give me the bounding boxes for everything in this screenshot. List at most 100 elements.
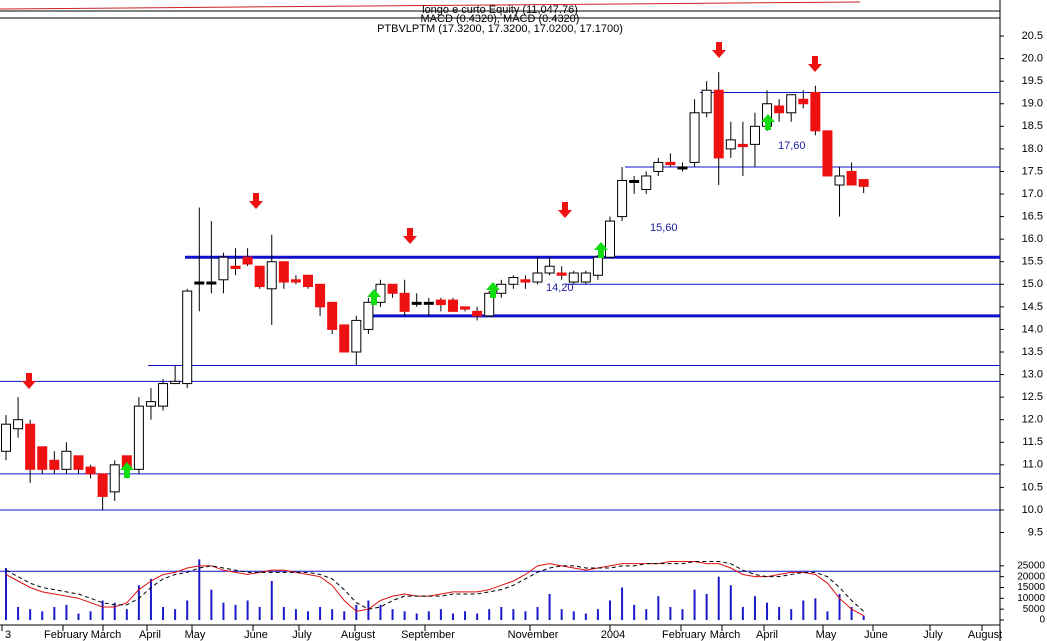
x-tick-label: April: [756, 629, 778, 641]
candle-body: [508, 277, 519, 285]
candle-body: [568, 272, 579, 283]
candle-body: [460, 306, 471, 310]
candle-body: [387, 283, 398, 294]
y-tick-label: 13.5: [1022, 346, 1043, 358]
level-label: 17,60: [778, 140, 806, 152]
candle-body: [617, 179, 628, 218]
candle-body: [532, 272, 543, 283]
candle-body: [520, 279, 531, 283]
candle-body: [194, 281, 205, 285]
x-tick-label: 2004: [601, 629, 625, 641]
candle-body: [580, 272, 591, 283]
x-tick-label: November: [508, 629, 559, 641]
y-tick-label: 20.0: [1022, 53, 1043, 65]
y-tick-label: 11.5: [1022, 436, 1043, 448]
candle-body: [49, 459, 60, 470]
candle-body: [798, 98, 809, 105]
x-tick-label: June: [244, 629, 268, 641]
candle-body: [713, 89, 724, 159]
candle-body: [605, 220, 615, 258]
candle-body: [266, 261, 277, 290]
candle-body: [182, 290, 193, 385]
candle-body: [484, 292, 495, 317]
level-label: 15,60: [650, 222, 678, 234]
buy-arrow: [761, 114, 775, 130]
indicator-line: [5, 561, 865, 612]
x-tick-label: July: [292, 629, 312, 641]
candle-body: [145, 401, 156, 407]
y-tick-label: 15.5: [1022, 256, 1043, 268]
x-tick-label: September: [401, 629, 455, 641]
candle-body: [278, 261, 289, 283]
candle-body: [218, 256, 229, 281]
candle-body: [97, 473, 108, 497]
candle-body: [230, 265, 241, 269]
sell-arrow: [558, 202, 572, 218]
signal-arrows: [22, 42, 822, 478]
candle-body: [786, 94, 797, 114]
candle-body: [846, 170, 857, 186]
sell-arrow: [249, 193, 263, 209]
candle-body: [170, 380, 181, 385]
candle-body: [641, 175, 652, 191]
candle-body: [61, 450, 72, 470]
x-tick-label: August: [968, 629, 1002, 641]
candle-body: [303, 274, 313, 288]
x-tick-label: June: [864, 629, 888, 641]
sell-arrow: [22, 373, 36, 389]
candle-body: [37, 446, 48, 470]
header-text: PTBVLPTM (17.3200, 17.3200, 17.0200, 17.…: [377, 23, 623, 35]
candle-body: [810, 91, 821, 132]
candle-body: [339, 324, 350, 353]
y-tick-label: 19.5: [1022, 75, 1043, 87]
buy-arrow: [120, 462, 134, 478]
candle-body: [423, 301, 434, 305]
candle-body: [290, 279, 301, 283]
candle-body: [351, 319, 362, 353]
candle-body: [133, 405, 144, 470]
x-tick-label: 3: [5, 629, 11, 641]
candle-body: [774, 105, 785, 114]
candle-body: [109, 464, 120, 493]
x-tick-label: March: [710, 629, 741, 641]
header-text: longo e curto Equity (11,047.76): [422, 4, 578, 16]
sell-arrow: [712, 42, 726, 58]
y-tick-label: 18.5: [1022, 120, 1043, 132]
candle-body: [629, 179, 640, 183]
level-label: 14,20: [546, 282, 574, 294]
candle-body: [363, 301, 374, 330]
sell-arrow: [808, 56, 822, 72]
y-tick-label: 14.0: [1022, 323, 1043, 335]
candle-body: [254, 265, 265, 288]
y-tick-label: 12.0: [1022, 414, 1043, 426]
candle-body: [242, 256, 253, 265]
buy-arrow: [486, 282, 500, 298]
candle-body: [1, 423, 11, 452]
candle-body: [399, 292, 410, 312]
candle-body: [834, 175, 845, 186]
candle-body: [25, 423, 36, 470]
y-tick-label: 17.5: [1022, 165, 1043, 177]
y-tick-label: 11.0: [1022, 459, 1043, 471]
volume-tick-label: 5000: [1023, 604, 1046, 615]
buy-arrow: [594, 242, 608, 258]
candle-body: [653, 161, 664, 172]
y-tick-label: 9.5: [1028, 526, 1043, 538]
volume-tick-label: 0: [1039, 615, 1045, 626]
x-tick-label: August: [341, 629, 375, 641]
candle-body: [447, 299, 458, 312]
volume-tick-label: 15000: [1017, 582, 1045, 593]
x-tick-label: May: [185, 629, 206, 641]
candle-body: [725, 139, 736, 150]
candle-body: [701, 89, 712, 114]
y-tick-label: 18.0: [1022, 143, 1043, 155]
x-tick-label: April: [139, 629, 161, 641]
candle-body: [411, 301, 422, 305]
candle-body: [858, 179, 869, 187]
y-tick-label: 13.0: [1022, 368, 1043, 380]
x-tick-label: February: [44, 629, 89, 641]
y-tick-label: 20.5: [1022, 30, 1043, 42]
candle-body: [677, 166, 688, 170]
